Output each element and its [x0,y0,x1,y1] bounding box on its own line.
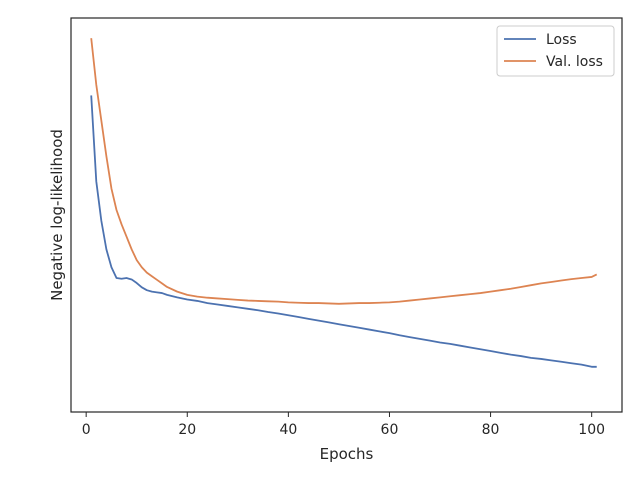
x-axis-ticks: 0 20 40 60 80 100 [82,412,605,438]
y-axis-label: Negative log-likelihood [48,129,66,301]
legend-label-val-loss: Val. loss [546,54,603,70]
x-tick-label: 100 [578,422,605,438]
series-layer [90,38,598,368]
x-axis-label: Epochs [320,445,374,463]
series-line-val-loss [90,38,598,305]
series-line-loss [90,95,597,368]
legend-label-loss: Loss [546,32,577,48]
x-tick-label: 60 [381,422,399,438]
x-tick-label: 0 [82,422,91,438]
x-tick-label: 20 [178,422,196,438]
plot-background [71,18,622,412]
legend: Loss Val. loss [496,25,615,77]
x-tick-label: 80 [482,422,500,438]
x-tick-label: 40 [279,422,297,438]
plot-frame [70,17,623,413]
